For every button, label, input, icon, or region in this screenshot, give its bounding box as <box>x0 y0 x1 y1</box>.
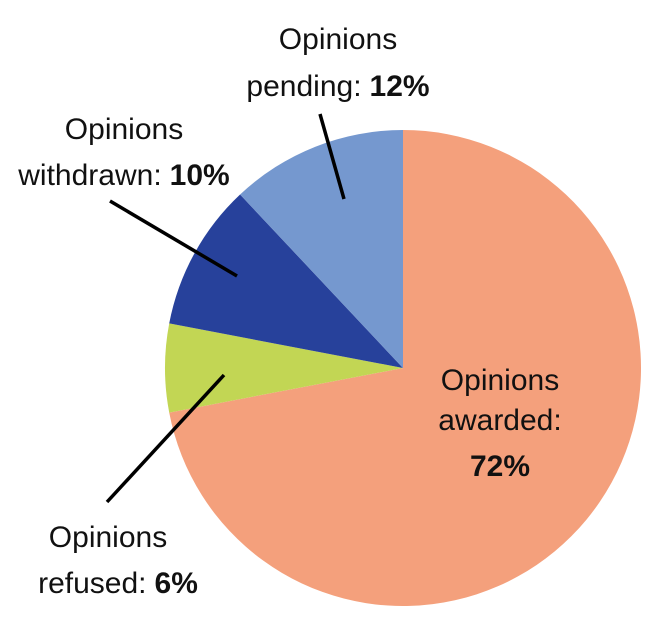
label-withdrawn-name: withdrawn: <box>17 159 161 192</box>
label-refused-name: refused: <box>38 567 146 600</box>
label-pending-name: pending: <box>246 70 361 103</box>
label-awarded-percent: 72% <box>470 450 530 483</box>
label-awarded-line1: Opinions <box>441 364 559 397</box>
pie-slice-opinions-refused <box>165 323 403 413</box>
pie-slices <box>165 129 642 607</box>
label-withdrawn-line2: withdrawn: 10% <box>17 159 229 192</box>
label-refused: Opinions refused: 6% <box>38 521 198 600</box>
pie-slice-opinions-withdrawn <box>169 194 403 368</box>
leader-line-withdrawn <box>109 199 238 278</box>
label-awarded: Opinions awarded: 72% <box>438 364 561 483</box>
label-withdrawn-percent: 10% <box>170 159 230 192</box>
label-refused-line2: refused: 6% <box>38 567 198 600</box>
leader-line-refused <box>105 373 226 504</box>
label-pending-percent: 12% <box>370 70 430 103</box>
label-pending-line1: Opinions <box>279 23 397 56</box>
label-withdrawn-line1: Opinions <box>65 113 183 146</box>
label-refused-percent: 6% <box>155 567 198 600</box>
pie-slice-opinions-pending <box>240 130 403 368</box>
label-pending-line2: pending: 12% <box>246 70 429 103</box>
pie-slice-opinions-awarded <box>169 129 642 607</box>
label-awarded-line2: awarded: <box>438 404 561 437</box>
leader-line-pending <box>318 113 346 200</box>
label-refused-line1: Opinions <box>49 521 167 554</box>
label-withdrawn: Opinions withdrawn: 10% <box>17 113 229 192</box>
label-pending: Opinions pending: 12% <box>246 23 429 103</box>
